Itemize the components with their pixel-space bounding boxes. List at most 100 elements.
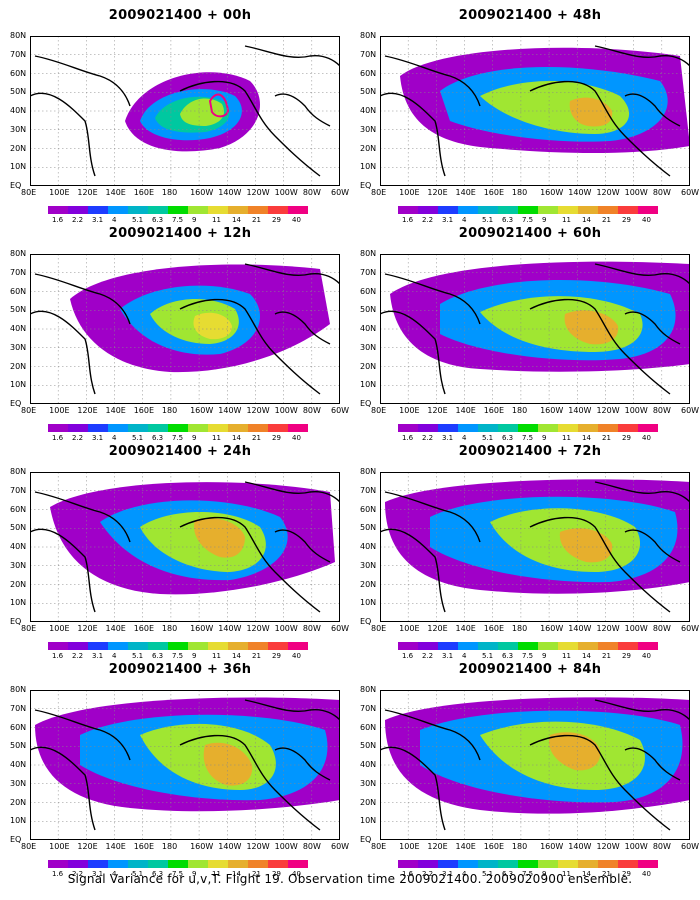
longitude-label: 160W bbox=[540, 842, 564, 851]
latitude-label: 40N bbox=[360, 542, 377, 551]
coastline bbox=[380, 310, 446, 395]
longitude-label: 80E bbox=[371, 624, 387, 633]
longitude-label: 140W bbox=[568, 624, 592, 633]
map-plot bbox=[30, 690, 340, 840]
longitude-label: 120W bbox=[246, 188, 270, 197]
longitude-label: 140E bbox=[105, 188, 126, 197]
longitude-label: 80W bbox=[652, 188, 671, 197]
colorbar-swatch bbox=[638, 206, 658, 214]
colorbar-swatch bbox=[558, 206, 579, 214]
colorbar-swatch bbox=[288, 424, 308, 432]
latitude-label: 40N bbox=[360, 106, 377, 115]
colorbar-swatch bbox=[458, 206, 479, 214]
longitude-label: 160E bbox=[483, 406, 505, 415]
latitude-label: 50N bbox=[10, 305, 27, 315]
colorbar-swatch bbox=[398, 642, 419, 650]
coastline bbox=[34, 55, 131, 107]
latitude-label: 10N bbox=[360, 162, 377, 172]
colorbar-label: 14 bbox=[582, 434, 591, 442]
latitude-label: 30N bbox=[10, 124, 27, 134]
latitude-label: 20N bbox=[10, 579, 27, 589]
colorbar-label: 1.6 bbox=[52, 216, 64, 224]
map-panel: 2009021400 + 00h 80E 100E 120E 140E 160E 180 16… bbox=[10, 8, 350, 233]
longitude-label: 100E bbox=[49, 842, 70, 851]
colorbar-label: 4 bbox=[112, 870, 117, 878]
colorbar-label: 5.1 bbox=[132, 652, 144, 660]
colorbar-label: 9 bbox=[192, 652, 197, 660]
colorbar-label: 9 bbox=[192, 434, 197, 442]
coastline bbox=[30, 310, 96, 395]
longitude-label: 80W bbox=[652, 406, 671, 415]
longitude-label: 120E bbox=[427, 624, 448, 633]
latitude-label: 80N bbox=[360, 31, 377, 40]
longitude-label: 140E bbox=[105, 842, 126, 851]
longitude-label: 140W bbox=[568, 842, 592, 851]
colorbar-label: 14 bbox=[582, 216, 591, 224]
longitude-label: 160W bbox=[540, 624, 564, 633]
colorbar-label: 3.1 bbox=[442, 434, 454, 442]
colorbar-label: 14 bbox=[232, 216, 241, 224]
colorbar-swatch bbox=[248, 424, 269, 432]
latitude-label: 10N bbox=[10, 816, 27, 826]
coastline bbox=[30, 528, 96, 613]
latitude-label: 50N bbox=[360, 87, 377, 97]
longitude-label: 160W bbox=[540, 406, 564, 415]
colorbar-swatch bbox=[88, 860, 109, 868]
colorbar-swatch bbox=[248, 206, 269, 214]
colorbar-swatch bbox=[638, 642, 658, 650]
longitude-label: 160W bbox=[190, 624, 214, 633]
longitude-label: 100E bbox=[49, 188, 70, 197]
longitude-label: 80E bbox=[21, 406, 37, 415]
colorbar-swatch bbox=[188, 424, 209, 432]
colorbar-swatch bbox=[108, 206, 129, 214]
longitude-label: 140W bbox=[218, 188, 242, 197]
colorbar-swatch bbox=[148, 206, 169, 214]
colorbar-label: 5.1 bbox=[482, 434, 494, 442]
colorbar-label: 3.1 bbox=[442, 870, 454, 878]
colorbar-swatch bbox=[578, 642, 599, 650]
colorbar-label: 6.3 bbox=[502, 652, 514, 660]
colorbar-label: 1.6 bbox=[402, 216, 414, 224]
latitude-label: 60N bbox=[360, 722, 377, 732]
colorbar-swatch bbox=[398, 860, 419, 868]
longitude-label: 140E bbox=[455, 842, 476, 851]
colorbar-swatch bbox=[288, 206, 308, 214]
colorbar-label: 3.1 bbox=[442, 652, 454, 660]
colorbar-swatch bbox=[48, 206, 69, 214]
colorbar-label: 21 bbox=[602, 652, 611, 660]
colorbar-label: 9 bbox=[192, 216, 197, 224]
coastline bbox=[529, 734, 671, 831]
colorbar-label: 9 bbox=[542, 870, 547, 878]
longitude-label: 80W bbox=[302, 406, 321, 415]
longitude-label: 180 bbox=[511, 842, 528, 851]
latitude-label: 50N bbox=[360, 741, 377, 751]
colorbar-swatch bbox=[478, 206, 499, 214]
colorbar-label: 11 bbox=[212, 870, 221, 878]
colorbar-swatch bbox=[398, 206, 419, 214]
longitude-label: 160E bbox=[133, 624, 155, 633]
coastline bbox=[594, 699, 690, 721]
latitude-label: EQ bbox=[10, 617, 22, 626]
latitude-label: EQ bbox=[10, 399, 22, 408]
coastline bbox=[34, 491, 131, 543]
colorbar-label: 3.1 bbox=[92, 434, 104, 442]
colorbar-label: 40 bbox=[642, 216, 651, 224]
colorbar-swatch bbox=[108, 424, 129, 432]
colorbar-label: 2.2 bbox=[72, 652, 84, 660]
latitude-label: 40N bbox=[10, 106, 27, 115]
coastline bbox=[274, 311, 331, 345]
coastline bbox=[30, 746, 96, 831]
colorbar-swatch bbox=[168, 642, 189, 650]
latitude-label: 30N bbox=[360, 560, 377, 570]
colorbar-swatch bbox=[48, 424, 69, 432]
colorbar-swatch bbox=[288, 860, 308, 868]
longitude-label: 100E bbox=[49, 406, 70, 415]
colorbar-label: 6.3 bbox=[152, 434, 164, 442]
variance-contour bbox=[180, 98, 225, 126]
latitude-label: 10N bbox=[360, 816, 377, 826]
colorbar-swatch bbox=[578, 206, 599, 214]
colorbar-swatch bbox=[228, 642, 249, 650]
latitude-label: 70N bbox=[360, 267, 377, 277]
coastline bbox=[30, 92, 96, 177]
panel-title: 2009021400 + 36h bbox=[108, 662, 252, 677]
